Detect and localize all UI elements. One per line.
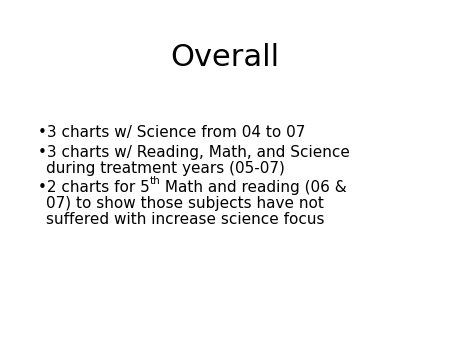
Text: suffered with increase science focus: suffered with increase science focus [46, 212, 324, 227]
Text: •2 charts for 5: •2 charts for 5 [38, 180, 150, 195]
Text: 07) to show those subjects have not: 07) to show those subjects have not [46, 196, 324, 211]
Text: Math and reading (06 &: Math and reading (06 & [161, 180, 347, 195]
Text: •3 charts w/ Reading, Math, and Science: •3 charts w/ Reading, Math, and Science [38, 145, 350, 160]
Text: •3 charts w/ Science from 04 to 07: •3 charts w/ Science from 04 to 07 [38, 125, 306, 140]
Text: Overall: Overall [171, 43, 279, 72]
Text: during treatment years (05-07): during treatment years (05-07) [46, 161, 285, 176]
Text: th: th [150, 176, 161, 186]
